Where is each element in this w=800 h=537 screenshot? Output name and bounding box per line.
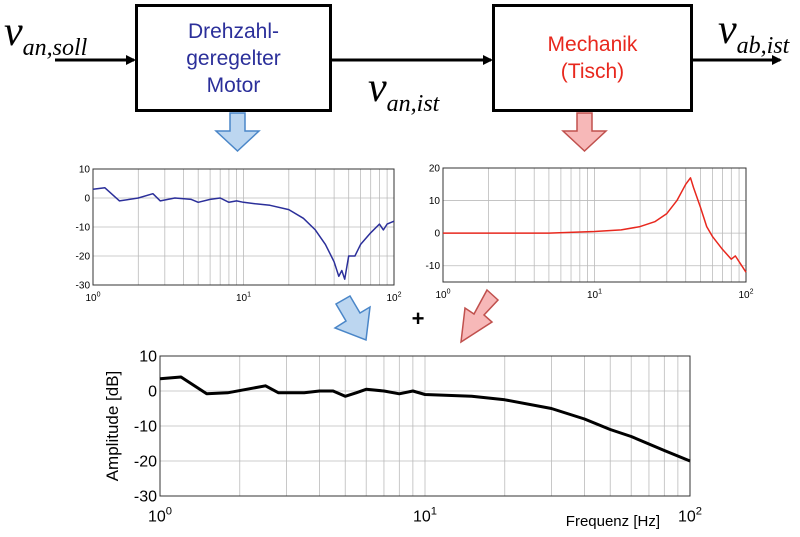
plot-frame xyxy=(92,168,395,286)
plus-sign: + xyxy=(412,306,425,331)
signal-symbol: v xyxy=(718,7,737,53)
y-tick-label: 10 xyxy=(429,196,441,207)
intermediate-signal-label: van,ist xyxy=(368,64,439,118)
signal-subscript: ab,ist xyxy=(736,33,790,59)
input-signal-label: van,soll xyxy=(4,8,87,62)
x-tick-exponent: 0 xyxy=(166,505,172,517)
x-tick-base: 10 xyxy=(386,293,398,304)
y-tick-label: 10 xyxy=(139,349,157,366)
y-tick-label: 0 xyxy=(148,384,157,401)
motor-down-arrow-icon xyxy=(214,112,261,153)
x-tick-exponent: 1 xyxy=(598,289,602,296)
y-tick-label: 0 xyxy=(84,194,90,205)
y-tick-label: -20 xyxy=(134,454,157,471)
x-tick-label: 101 xyxy=(413,505,437,525)
mechanics-merge-arrow-icon xyxy=(460,288,500,344)
y-axis-label: Amplitude [dB] xyxy=(103,371,122,482)
motor-series-line xyxy=(92,187,395,280)
x-tick-base: 10 xyxy=(85,293,97,304)
x-tick-base: 10 xyxy=(738,290,750,301)
motor-block-line: geregelter xyxy=(186,46,281,70)
x-tick-exponent: 2 xyxy=(398,292,402,299)
x-tick-base: 10 xyxy=(148,509,166,526)
mechanics-block-line: (Tisch) xyxy=(560,60,625,83)
x-tick-exponent: 1 xyxy=(431,505,437,517)
x-tick-exponent: 1 xyxy=(247,292,251,299)
signal-symbol: v xyxy=(4,9,23,55)
signal-symbol: v xyxy=(368,65,387,111)
x-tick-base: 10 xyxy=(678,509,696,526)
plot-frame xyxy=(159,355,691,497)
y-tick-label: -30 xyxy=(134,489,157,506)
x-tick-label: 100 xyxy=(435,289,450,302)
x-tick-label: 102 xyxy=(738,289,753,302)
combined-series-line xyxy=(159,375,691,463)
motor-merge-arrow-icon xyxy=(333,294,371,342)
x-tick-label: 100 xyxy=(148,505,172,525)
x-tick-label: 101 xyxy=(587,289,602,302)
y-tick-label: -10 xyxy=(134,419,157,436)
mechanics-block: Mechanik (Tisch) xyxy=(492,4,693,112)
signal-subscript: an,ist xyxy=(386,91,440,117)
x-tick-label: 100 xyxy=(85,292,100,305)
y-tick-label: 0 xyxy=(434,229,440,240)
output-signal-label: vab,ist xyxy=(718,6,789,60)
x-tick-exponent: 2 xyxy=(696,505,702,517)
x-tick-label: 101 xyxy=(236,292,251,305)
motor-block-line: Motor xyxy=(206,73,261,97)
x-tick-base: 10 xyxy=(236,293,248,304)
motor-block-line: Drehzahl- xyxy=(187,19,280,43)
x-tick-exponent: 0 xyxy=(447,289,451,296)
mechanics-block-line: Mechanik xyxy=(547,33,638,56)
plot-frame xyxy=(442,167,747,283)
y-tick-label: -10 xyxy=(426,261,441,272)
x-tick-exponent: 0 xyxy=(97,292,101,299)
x-tick-exponent: 2 xyxy=(750,289,754,296)
x-tick-label: 102 xyxy=(386,292,401,305)
y-tick-label: 10 xyxy=(79,165,91,176)
x-axis-label: Frequenz [Hz] xyxy=(566,513,660,530)
motor-block: Drehzahl- geregelter Motor xyxy=(135,4,332,112)
x-tick-label: 102 xyxy=(678,505,702,525)
y-tick-label: 20 xyxy=(429,164,441,175)
signal-subscript: an,soll xyxy=(22,35,88,61)
y-tick-label: -30 xyxy=(76,281,91,292)
y-tick-label: -20 xyxy=(76,252,91,263)
x-tick-base: 10 xyxy=(413,509,431,526)
mechanics-down-arrow-icon xyxy=(561,112,608,153)
y-tick-label: -10 xyxy=(76,223,91,234)
x-tick-base: 10 xyxy=(435,290,447,301)
x-tick-base: 10 xyxy=(587,290,599,301)
